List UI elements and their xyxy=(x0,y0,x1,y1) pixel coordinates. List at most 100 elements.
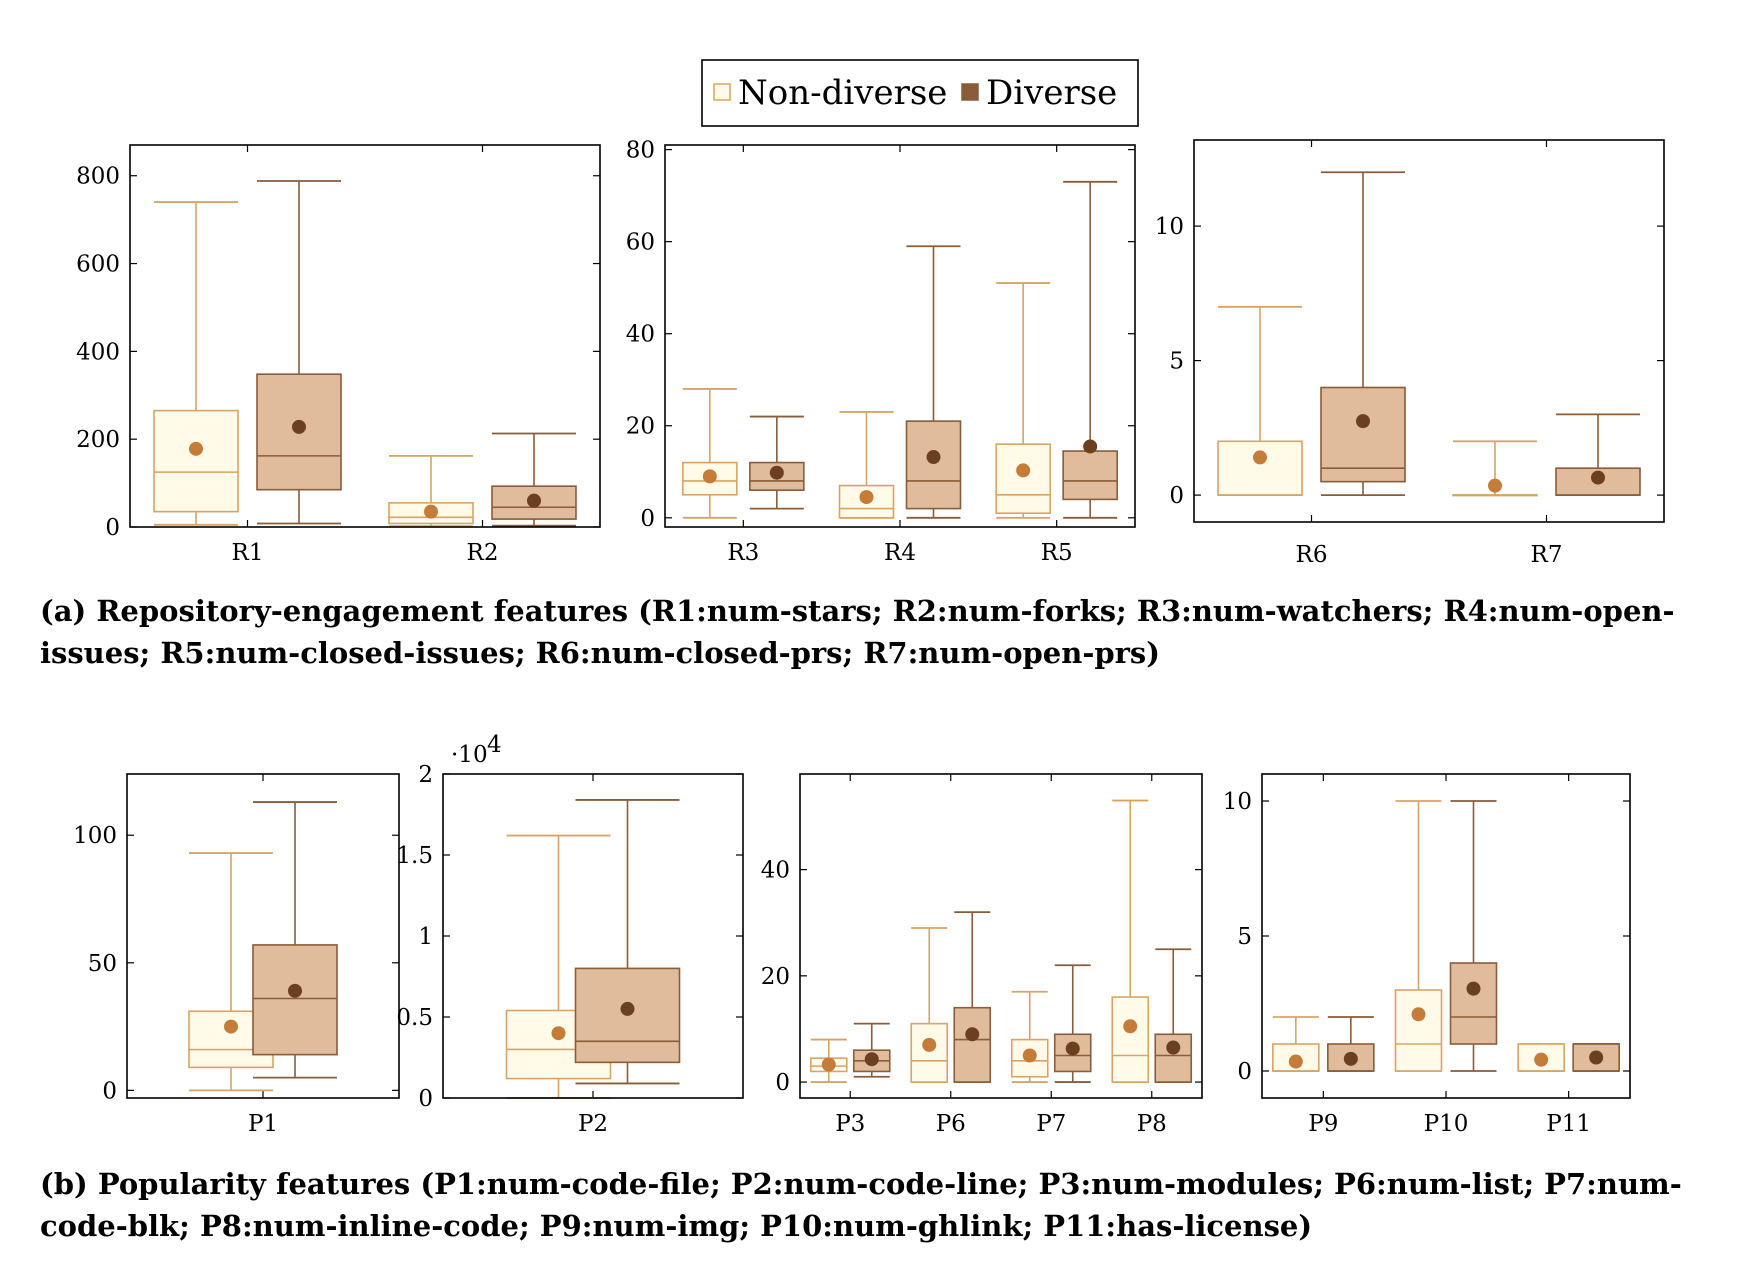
y-tick-label: 0 xyxy=(640,506,655,532)
category-label: P8 xyxy=(1137,1111,1167,1137)
box-iqr xyxy=(905,420,962,510)
mean-marker xyxy=(1591,470,1605,485)
legend-label-diverse: Diverse xyxy=(986,73,1117,113)
category-label: P2 xyxy=(578,1111,608,1137)
category-label: R7 xyxy=(1531,542,1563,568)
box-diverse-R3 xyxy=(749,415,805,510)
box-non-diverse-P6 xyxy=(910,927,949,1083)
box-non-diverse-R6 xyxy=(1217,305,1303,496)
mean-marker xyxy=(702,469,717,484)
y-tick-label: 0 xyxy=(418,1086,433,1112)
category-label: R6 xyxy=(1296,542,1328,568)
category-label: R3 xyxy=(727,540,759,566)
box-diverse-P11 xyxy=(1572,1043,1620,1072)
box-non-diverse-P7 xyxy=(1010,990,1049,1083)
category-label: P6 xyxy=(936,1111,966,1137)
mean-marker xyxy=(224,1019,238,1034)
mean-marker xyxy=(1123,1019,1138,1034)
mean-marker xyxy=(1343,1051,1358,1066)
category-label: P11 xyxy=(1546,1111,1591,1137)
y-tick-label: 40 xyxy=(761,858,790,884)
box-diverse-P3 xyxy=(852,1022,891,1078)
legend-frame xyxy=(701,59,1139,127)
axis-frame xyxy=(799,773,1203,1099)
chart-panel-3: 0 5 10 R6 R7 xyxy=(1155,139,1665,568)
y-tick-label: 0 xyxy=(1169,483,1184,509)
mean-marker xyxy=(1488,478,1502,493)
mean-marker xyxy=(769,465,784,480)
box-diverse-P10 xyxy=(1449,800,1498,1072)
mean-marker xyxy=(292,419,306,434)
box-diverse-R7 xyxy=(1555,413,1641,496)
y-tick-label: 0.5 xyxy=(396,1005,433,1031)
category-label: P1 xyxy=(248,1111,278,1137)
box-iqr xyxy=(252,944,338,1056)
category-label: R4 xyxy=(884,540,916,566)
y-tick-label: 0 xyxy=(102,1078,117,1104)
category-label: R2 xyxy=(467,540,499,566)
box-non-diverse-P8 xyxy=(1111,799,1150,1083)
chart-panel-4: 0 50 100 P1 xyxy=(73,773,400,1137)
mean-marker xyxy=(424,504,438,519)
y-scale-exponent: 4 xyxy=(487,732,502,758)
category-label: P10 xyxy=(1424,1111,1469,1137)
mean-marker xyxy=(922,1037,937,1052)
axis-frame xyxy=(129,144,601,528)
chart-panel-2: 0 20 40 60 80 R3 R4 R5 xyxy=(626,138,1136,566)
box-non-diverse-R2 xyxy=(388,454,474,528)
box-diverse-P6 xyxy=(953,911,992,1083)
y-tick-label: 800 xyxy=(76,164,120,190)
mean-marker xyxy=(1083,439,1098,454)
box-non-diverse-R5 xyxy=(995,282,1051,519)
mean-marker xyxy=(1411,1007,1426,1022)
mean-marker xyxy=(821,1057,836,1072)
mean-marker xyxy=(1534,1052,1549,1067)
box-iqr xyxy=(1394,989,1443,1072)
y-tick-label: 600 xyxy=(76,252,120,278)
box-iqr xyxy=(1217,440,1303,496)
box-non-diverse-P3 xyxy=(809,1038,848,1083)
mean-marker xyxy=(859,490,874,505)
y-tick-label: 80 xyxy=(626,138,655,164)
category-label: R5 xyxy=(1041,540,1073,566)
mean-marker xyxy=(1288,1054,1303,1069)
mean-marker xyxy=(1016,463,1031,478)
box-diverse-P8 xyxy=(1154,948,1193,1083)
y-tick-label: 0 xyxy=(1237,1059,1252,1085)
y-tick-label: 5 xyxy=(1169,349,1184,375)
mean-marker xyxy=(1065,1041,1080,1056)
box-non-diverse-R7 xyxy=(1452,440,1538,497)
chart-panel-1: 0 200 400 600 800 R1 R2 xyxy=(76,144,601,566)
box-iqr xyxy=(1111,996,1150,1083)
legend: Non-diverse Diverse xyxy=(701,59,1139,127)
mean-marker xyxy=(189,441,203,456)
category-label: R1 xyxy=(232,540,264,566)
mean-marker xyxy=(288,983,302,998)
mean-marker xyxy=(864,1052,879,1067)
box-non-diverse-R3 xyxy=(682,388,738,519)
mean-marker xyxy=(620,1001,635,1016)
box-non-diverse-P9 xyxy=(1272,1016,1320,1072)
mean-marker xyxy=(926,450,941,465)
mean-marker xyxy=(1466,981,1481,996)
mean-marker xyxy=(1253,450,1267,465)
legend-swatch-diverse xyxy=(961,83,979,101)
chart-panel-5: 0 0.5 1 1.5 2 ·10 4 P2 xyxy=(396,732,744,1137)
y-tick-label: 20 xyxy=(626,414,655,440)
box-diverse-R5 xyxy=(1062,180,1118,519)
box-iqr xyxy=(153,409,239,513)
axis-frame xyxy=(126,773,400,1099)
y-scale-label: ·10 xyxy=(451,742,488,768)
y-tick-label: 400 xyxy=(76,339,120,365)
box-iqr xyxy=(1062,450,1118,501)
box-diverse-R6 xyxy=(1320,171,1406,496)
box-non-diverse-P11 xyxy=(1517,1043,1565,1072)
axis-frame xyxy=(1193,139,1665,523)
box-non-diverse-R4 xyxy=(838,411,895,519)
y-tick-label: 1.5 xyxy=(396,843,433,869)
caption-a: (a) Repository-engagement features (R1:n… xyxy=(40,594,1675,670)
y-tick-label: 5 xyxy=(1237,924,1252,950)
category-label: P7 xyxy=(1036,1111,1066,1137)
